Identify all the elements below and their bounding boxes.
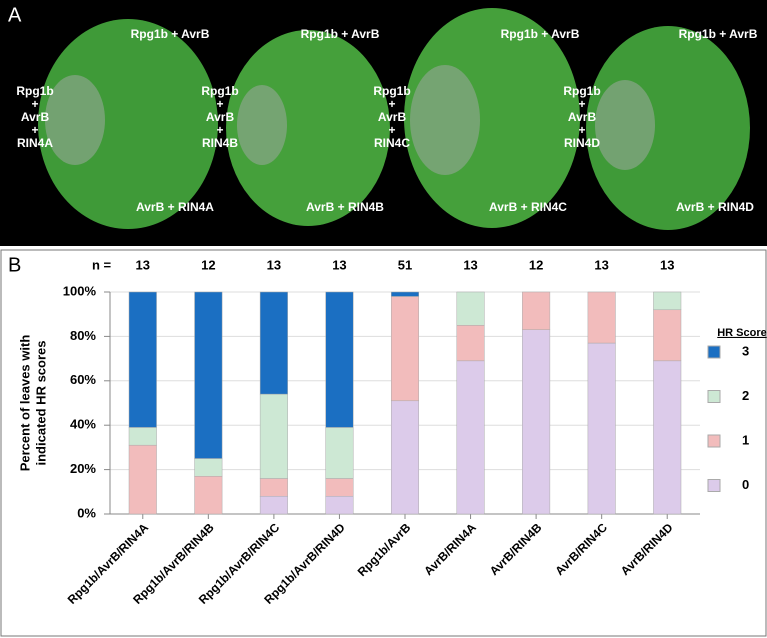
- n-value: 13: [267, 257, 281, 272]
- x-tick-label: AvrB/RIN4B: [487, 520, 545, 578]
- leaf: [586, 26, 750, 230]
- bar-segment: [128, 444, 157, 515]
- y-tick-label: 100%: [63, 283, 97, 298]
- leaf-label: +: [388, 123, 395, 137]
- leaf-label: AvrB: [206, 110, 235, 124]
- bar-segment: [128, 291, 157, 428]
- leaf-label: +: [31, 123, 38, 137]
- leaf-label: Rpg1b + AvrB: [301, 27, 380, 41]
- leaf-label: Rpg1b + AvrB: [679, 27, 758, 41]
- leaf-label: +: [578, 123, 585, 137]
- leaf-label: AvrB + RIN4D: [676, 200, 754, 214]
- bar-segment: [194, 458, 223, 477]
- bar-segment: [522, 329, 551, 515]
- leaf: [38, 19, 218, 229]
- leaf-label: AvrB: [568, 110, 597, 124]
- n-value: 51: [398, 257, 412, 272]
- bar-segment: [653, 309, 682, 362]
- bar-segment: [587, 291, 616, 344]
- leaf-label: RIN4B: [202, 136, 238, 150]
- leaf-label: AvrB + RIN4A: [136, 200, 214, 214]
- bar-segment: [456, 291, 485, 326]
- bar-segment: [325, 478, 354, 497]
- leaf-label: Rpg1b: [16, 84, 53, 98]
- leaf-label: Rpg1b + AvrB: [131, 27, 210, 41]
- leaf-label: +: [216, 123, 223, 137]
- legend-title: HR Score: [717, 327, 767, 339]
- x-tick-label: Rpg1b/AvrB: [355, 520, 414, 579]
- bar-segment: [456, 360, 485, 515]
- leaf-label: Rpg1b + AvrB: [501, 27, 580, 41]
- n-value: 12: [201, 257, 215, 272]
- n-value: 13: [594, 257, 608, 272]
- leaf: [226, 30, 390, 226]
- hr-lesion: [410, 65, 480, 175]
- bar-segment: [456, 325, 485, 362]
- x-tick-label: AvrB/RIN4D: [618, 520, 676, 578]
- bar-segment: [390, 296, 420, 402]
- bar-segment: [259, 291, 288, 395]
- bar-segment: [653, 291, 682, 311]
- leaf-label: AvrB: [21, 110, 50, 124]
- bar-segment: [259, 393, 288, 479]
- legend-swatch: [707, 345, 721, 359]
- bar-segment: [325, 291, 354, 428]
- legend-label: 0: [742, 477, 749, 492]
- y-tick-label: 80%: [70, 328, 96, 343]
- n-value: 12: [529, 257, 543, 272]
- leaf-label: +: [216, 97, 223, 111]
- panel-label: A: [8, 4, 22, 26]
- hr-lesion: [45, 75, 105, 165]
- bar-segment: [128, 427, 157, 446]
- y-axis-label: indicated HR scores: [33, 341, 48, 466]
- panel-b-frame: [0, 249, 767, 637]
- y-tick-label: 20%: [70, 461, 96, 476]
- n-value: 13: [660, 257, 674, 272]
- hr-lesion: [595, 80, 655, 170]
- bar-segment: [194, 476, 223, 515]
- leaf-label: +: [388, 97, 395, 111]
- leaf-label: AvrB + RIN4B: [306, 200, 384, 214]
- x-tick-label: AvrB/RIN4C: [552, 520, 610, 578]
- n-value: 13: [463, 257, 477, 272]
- legend-label: 1: [742, 432, 749, 447]
- n-value: 13: [136, 257, 150, 272]
- bar-segment: [653, 360, 682, 515]
- y-tick-label: 60%: [70, 372, 96, 387]
- leaf-label: RIN4C: [374, 136, 410, 150]
- hr-lesion: [237, 85, 287, 165]
- bar-segment: [194, 291, 223, 459]
- legend-swatch: [707, 390, 721, 403]
- y-tick-label: 0%: [77, 505, 96, 520]
- panel-label: B: [8, 254, 21, 276]
- bar-segment: [522, 291, 551, 330]
- bar-segment: [259, 478, 288, 497]
- n-value: 13: [332, 257, 346, 272]
- leaf-label: AvrB + RIN4C: [489, 200, 567, 214]
- legend-swatch: [707, 434, 721, 448]
- leaf-label: RIN4D: [564, 136, 600, 150]
- leaf-label: Rpg1b: [563, 84, 600, 98]
- bar-segment: [325, 495, 354, 515]
- bar-segment: [390, 400, 420, 515]
- bar-segment: [325, 427, 354, 479]
- bar-segment: [390, 291, 420, 297]
- bar-segment: [259, 495, 288, 515]
- leaf-label: Rpg1b: [373, 84, 410, 98]
- leaves: [38, 8, 750, 230]
- y-axis-label: Percent of leaves with: [17, 335, 32, 472]
- leaf-label: +: [31, 97, 38, 111]
- leaf-label: Rpg1b: [201, 84, 238, 98]
- leaf-label: RIN4A: [17, 136, 53, 150]
- leaf-label: +: [578, 97, 585, 111]
- bar-segment: [587, 342, 616, 515]
- n-label: n =: [92, 257, 112, 272]
- legend-label: 3: [742, 343, 749, 358]
- legend-label: 2: [742, 388, 749, 403]
- leaf-label: AvrB: [378, 110, 407, 124]
- y-tick-label: 40%: [70, 417, 96, 432]
- x-tick-label: AvrB/RIN4A: [421, 520, 479, 578]
- legend-swatch: [707, 479, 721, 492]
